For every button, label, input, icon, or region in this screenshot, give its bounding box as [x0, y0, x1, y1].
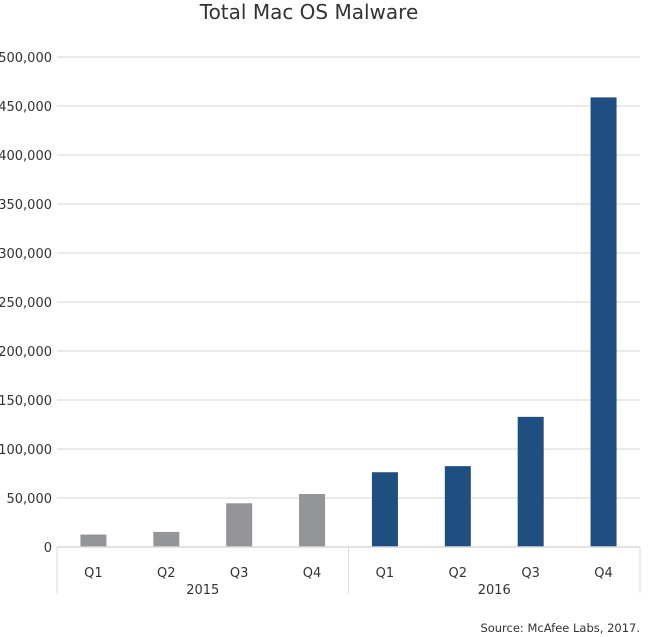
- y-tick-label: 100,000: [0, 443, 52, 458]
- bar-2016-Q2: [444, 466, 471, 547]
- bar-2015-Q3: [226, 503, 253, 547]
- bar-2016-Q1: [371, 472, 398, 547]
- bar-2015-Q1: [80, 534, 107, 547]
- x-tick-label: Q1: [84, 566, 103, 581]
- chart-title: Total Mac OS Malware: [199, 0, 419, 24]
- y-tick-label: 50,000: [7, 492, 53, 507]
- x-tick-label: Q3: [521, 566, 540, 581]
- y-tick-label: 150,000: [0, 394, 52, 409]
- x-tick-label: Q1: [376, 566, 395, 581]
- y-tick-label: 300,000: [0, 247, 52, 262]
- x-tick-label: Q2: [157, 566, 176, 581]
- y-tick-label: 450,000: [0, 100, 52, 115]
- x-tick-label: Q3: [230, 566, 249, 581]
- group-label: 2016: [478, 583, 511, 598]
- group-label: 2015: [186, 583, 219, 598]
- gridlines: [57, 56, 640, 499]
- x-axis: Q1 Q2 Q3 Q4 2015 Q1 Q2 Q3 Q4 2016: [56, 546, 641, 598]
- x-tick-label: Q2: [449, 566, 468, 581]
- source-note: Source: McAfee Labs, 2017.: [480, 621, 640, 635]
- x-tick-label: Q4: [594, 566, 613, 581]
- y-axis: 0 50,000 100,000 150,000 200,000 250,000 300,0…: [0, 51, 52, 556]
- y-tick-label: 250,000: [0, 296, 52, 311]
- y-tick-label: 350,000: [0, 198, 52, 213]
- y-tick-label: 500,000: [0, 51, 52, 66]
- bar-2016-Q4: [590, 97, 617, 547]
- y-tick-label: 400,000: [0, 149, 52, 164]
- bars: [80, 97, 617, 547]
- bar-2015-Q2: [153, 531, 180, 547]
- x-tick-label: Q4: [303, 566, 322, 581]
- bar-2015-Q4: [299, 493, 326, 547]
- y-tick-label: 200,000: [0, 345, 52, 360]
- y-tick-label: 0: [44, 541, 52, 556]
- bar-2016-Q3: [517, 416, 544, 547]
